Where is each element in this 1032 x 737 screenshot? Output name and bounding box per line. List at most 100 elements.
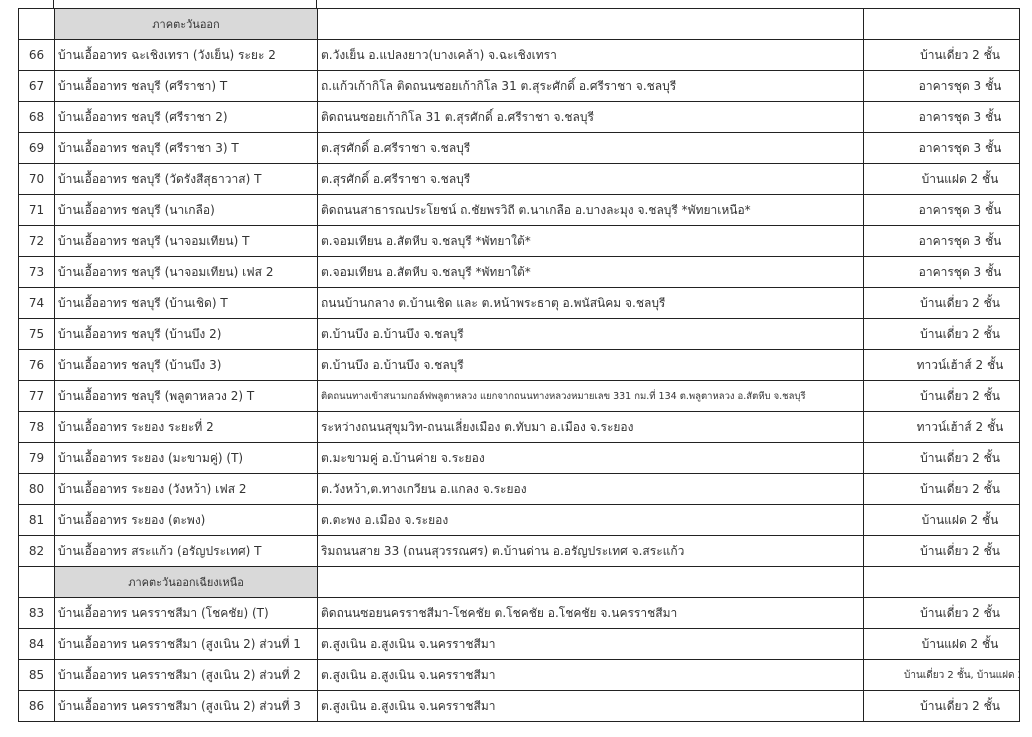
project-name: บ้านเอื้ออาทร ชลบุรี (นาเกลือ) [54,194,318,226]
empty-cell [18,566,55,598]
table-row: 68 บ้านเอื้ออาทร ชลบุรี (ศรีราชา 2) ติดถนน… [18,101,1020,133]
row-number: 73 [18,256,55,288]
project-address: ติดถนนทางเข้าสนามกอล์ฟพลูตาหลวง แยกจากถน… [317,380,864,412]
project-address: ต.จอมเทียน อ.สัตหีบ จ.ชลบุรี *พัทยาใต้* [317,225,864,257]
housing-type: ทาวน์เฮ้าส์ 2 ชั้น [863,349,1020,381]
row-number: 72 [18,225,55,257]
project-address: ถนนบ้านกลาง ต.บ้านเชิด และ ต.หน้าพระธาตุ… [317,287,864,319]
table-row: 83 บ้านเอื้ออาทร นครราชสีมา (โชคชัย) (T) ต… [18,597,1020,629]
project-name: บ้านเอื้ออาทร ชลบุรี (ศรีราชา) T [54,70,318,102]
empty-cell [863,8,1020,40]
row-number: 66 [18,39,55,71]
housing-type: บ้านเดี่ยว 2 ชั้น [863,690,1020,722]
table-row: 73 บ้านเอื้ออาทร ชลบุรี (นาจอมเทียน) เฟส … [18,256,1020,288]
project-name: บ้านเอื้ออาทร ชลบุรี (วัดรังสีสุธาวาส) T [54,163,318,195]
housing-type: อาคารชุด 3 ชั้น [863,225,1020,257]
row-number: 86 [18,690,55,722]
table-row: 81 บ้านเอื้ออาทร ระยอง (ตะพง) ต.ตะพง อ.เมื… [18,504,1020,536]
project-name: บ้านเอื้ออาทร นครราชสีมา (โชคชัย) (T) [54,597,318,629]
housing-type: อาคารชุด 3 ชั้น [863,194,1020,226]
housing-type: บ้านเดี่ยว 2 ชั้น [863,287,1020,319]
empty-cell [863,566,1020,598]
empty-cell [317,566,864,598]
project-name: บ้านเอื้ออาทร ชลบุรี (บ้านบึง 3) [54,349,318,381]
project-address: ต.ตะพง อ.เมือง จ.ระยอง [317,504,864,536]
project-address: ติดถนนสาธารณประโยชน์ ถ.ชัยพรวิถี ต.นาเกล… [317,194,864,226]
housing-type: อาคารชุด 3 ชั้น [863,256,1020,288]
project-name: บ้านเอื้ออาทร ฉะเชิงเทรา (วังเย็น) ระยะ … [54,39,318,71]
table-row: 78 บ้านเอื้ออาทร ระยอง ระยะที่ 2 ระหว่างถน… [18,411,1020,443]
project-address: ถ.แก้วเก้ากิโล ติดถนนซอยเก้ากิโล 31 ต.สุ… [317,70,864,102]
project-name: บ้านเอื้ออาทร ชลบุรี (บ้านบึง 2) [54,318,318,350]
housing-type: บ้านเดี่ยว 2 ชั้น [863,380,1020,412]
project-address: ต.วังหว้า,ต.ทางเกวียน อ.แกลง จ.ระยอง [317,473,864,505]
project-name: บ้านเอื้ออาทร ระยอง ระยะที่ 2 [54,411,318,443]
table-row: 84 บ้านเอื้ออาทร นครราชสีมา (สูงเนิน 2) ส… [18,628,1020,660]
project-address: ระหว่างถนนสุขุมวิท-ถนนเลี่ยงเมือง ต.ทับม… [317,411,864,443]
project-address: ต.มะขามคู่ อ.บ้านค่าย จ.ระยอง [317,442,864,474]
project-address: ต.สุรศักดิ์ อ.ศรีราชา จ.ชลบุรี [317,163,864,195]
project-name: บ้านเอื้ออาทร นครราชสีมา (สูงเนิน 2) ส่ว… [54,628,318,660]
project-address: ต.สูงเนิน อ.สูงเนิน จ.นครราชสีมา [317,690,864,722]
row-number: 71 [18,194,55,226]
empty-cell [317,8,864,40]
project-name: บ้านเอื้ออาทร ระยอง (ตะพง) [54,504,318,536]
region-header-row: ภาคตะวันออก [18,8,1020,40]
project-name: บ้านเอื้ออาทร ชลบุรี (บ้านเชิด) T [54,287,318,319]
project-address: ต.สุรศักดิ์ อ.ศรีราชา จ.ชลบุรี [317,132,864,164]
row-number: 68 [18,101,55,133]
project-name: บ้านเอื้ออาทร ชลบุรี (ศรีราชา 3) T [54,132,318,164]
housing-type: บ้านแฝด 2 ชั้น [863,504,1020,536]
project-address: ต.วังเย็น อ.แปลงยาว(บางเคล้า) จ.ฉะเชิงเท… [317,39,864,71]
row-number: 76 [18,349,55,381]
table-row: 66 บ้านเอื้ออาทร ฉะเชิงเทรา (วังเย็น) ระย… [18,39,1020,71]
table-row: 67 บ้านเอื้ออาทร ชลบุรี (ศรีราชา) T ถ.แก้ว… [18,70,1020,102]
table-row: 70 บ้านเอื้ออาทร ชลบุรี (วัดรังสีสุธาวาส)… [18,163,1020,195]
row-number: 75 [18,318,55,350]
empty-cell [18,8,55,40]
housing-projects-table: ภาคตะวันออก 66 บ้านเอื้ออาทร ฉะเชิงเทรา (ว… [18,8,1020,722]
table-row: 79 บ้านเอื้ออาทร ระยอง (มะขามคู่) (T) ต.มะ… [18,442,1020,474]
row-number: 69 [18,132,55,164]
project-address: ต.บ้านบึง อ.บ้านบึง จ.ชลบุรี [317,349,864,381]
table-row: 82 บ้านเอื้ออาทร สระแก้ว (อรัญประเทศ) T ริ… [18,535,1020,567]
region-header-row: ภาคตะวันออกเฉียงเหนือ [18,566,1020,598]
row-number: 85 [18,659,55,691]
row-number: 84 [18,628,55,660]
row-number: 80 [18,473,55,505]
table-row: 71 บ้านเอื้ออาทร ชลบุรี (นาเกลือ) ติดถนนสา… [18,194,1020,226]
housing-type: บ้านเดี่ยว 2 ชั้น, บ้านแฝด 2 ชั้น [863,659,1020,691]
housing-type: อาคารชุด 3 ชั้น [863,132,1020,164]
housing-type: บ้านเดี่ยว 2 ชั้น [863,39,1020,71]
project-address: ต.สูงเนิน อ.สูงเนิน จ.นครราชสีมา [317,628,864,660]
table-row: 76 บ้านเอื้ออาทร ชลบุรี (บ้านบึง 3) ต.บ้าน… [18,349,1020,381]
row-number: 77 [18,380,55,412]
row-number: 81 [18,504,55,536]
row-number: 78 [18,411,55,443]
housing-type: บ้านเดี่ยว 2 ชั้น [863,442,1020,474]
table-row: 77 บ้านเอื้ออาทร ชลบุรี (พลูตาหลวง 2) T ติ… [18,380,1020,412]
project-address: ติดถนนซอยนครราชสีมา-โชคชัย ต.โชคชัย อ.โช… [317,597,864,629]
housing-type: อาคารชุด 3 ชั้น [863,70,1020,102]
housing-type: บ้านเดี่ยว 2 ชั้น [863,535,1020,567]
project-address: ต.สูงเนิน อ.สูงเนิน จ.นครราชสีมา [317,659,864,691]
project-name: บ้านเอื้ออาทร ชลบุรี (ศรีราชา 2) [54,101,318,133]
table-row: 86 บ้านเอื้ออาทร นครราชสีมา (สูงเนิน 2) ส… [18,690,1020,722]
table-row: 80 บ้านเอื้ออาทร ระยอง (วังหว้า) เฟส 2 ต.ว… [18,473,1020,505]
housing-type: บ้านเดี่ยว 2 ชั้น [863,597,1020,629]
region-title: ภาคตะวันออกเฉียงเหนือ [54,566,318,598]
project-name: บ้านเอื้ออาทร ระยอง (วังหว้า) เฟส 2 [54,473,318,505]
housing-type: บ้านแฝด 2 ชั้น [863,628,1020,660]
row-number: 79 [18,442,55,474]
table-row: 72 บ้านเอื้ออาทร ชลบุรี (นาจอมเทียน) T ต.จ… [18,225,1020,257]
housing-type: อาคารชุด 3 ชั้น [863,101,1020,133]
housing-type: บ้านแฝด 2 ชั้น [863,163,1020,195]
table-row: 75 บ้านเอื้ออาทร ชลบุรี (บ้านบึง 2) ต.บ้าน… [18,318,1020,350]
project-name: บ้านเอื้ออาทร ชลบุรี (พลูตาหลวง 2) T [54,380,318,412]
row-number: 74 [18,287,55,319]
row-number: 82 [18,535,55,567]
project-address: ริมถนนสาย 33 (ถนนสุวรรณศร) ต.บ้านด่าน อ.… [317,535,864,567]
project-name: บ้านเอื้ออาทร นครราชสีมา (สูงเนิน 2) ส่ว… [54,659,318,691]
project-address: ต.จอมเทียน อ.สัตหีบ จ.ชลบุรี *พัทยาใต้* [317,256,864,288]
table-row: 74 บ้านเอื้ออาทร ชลบุรี (บ้านเชิด) T ถนนบ้… [18,287,1020,319]
